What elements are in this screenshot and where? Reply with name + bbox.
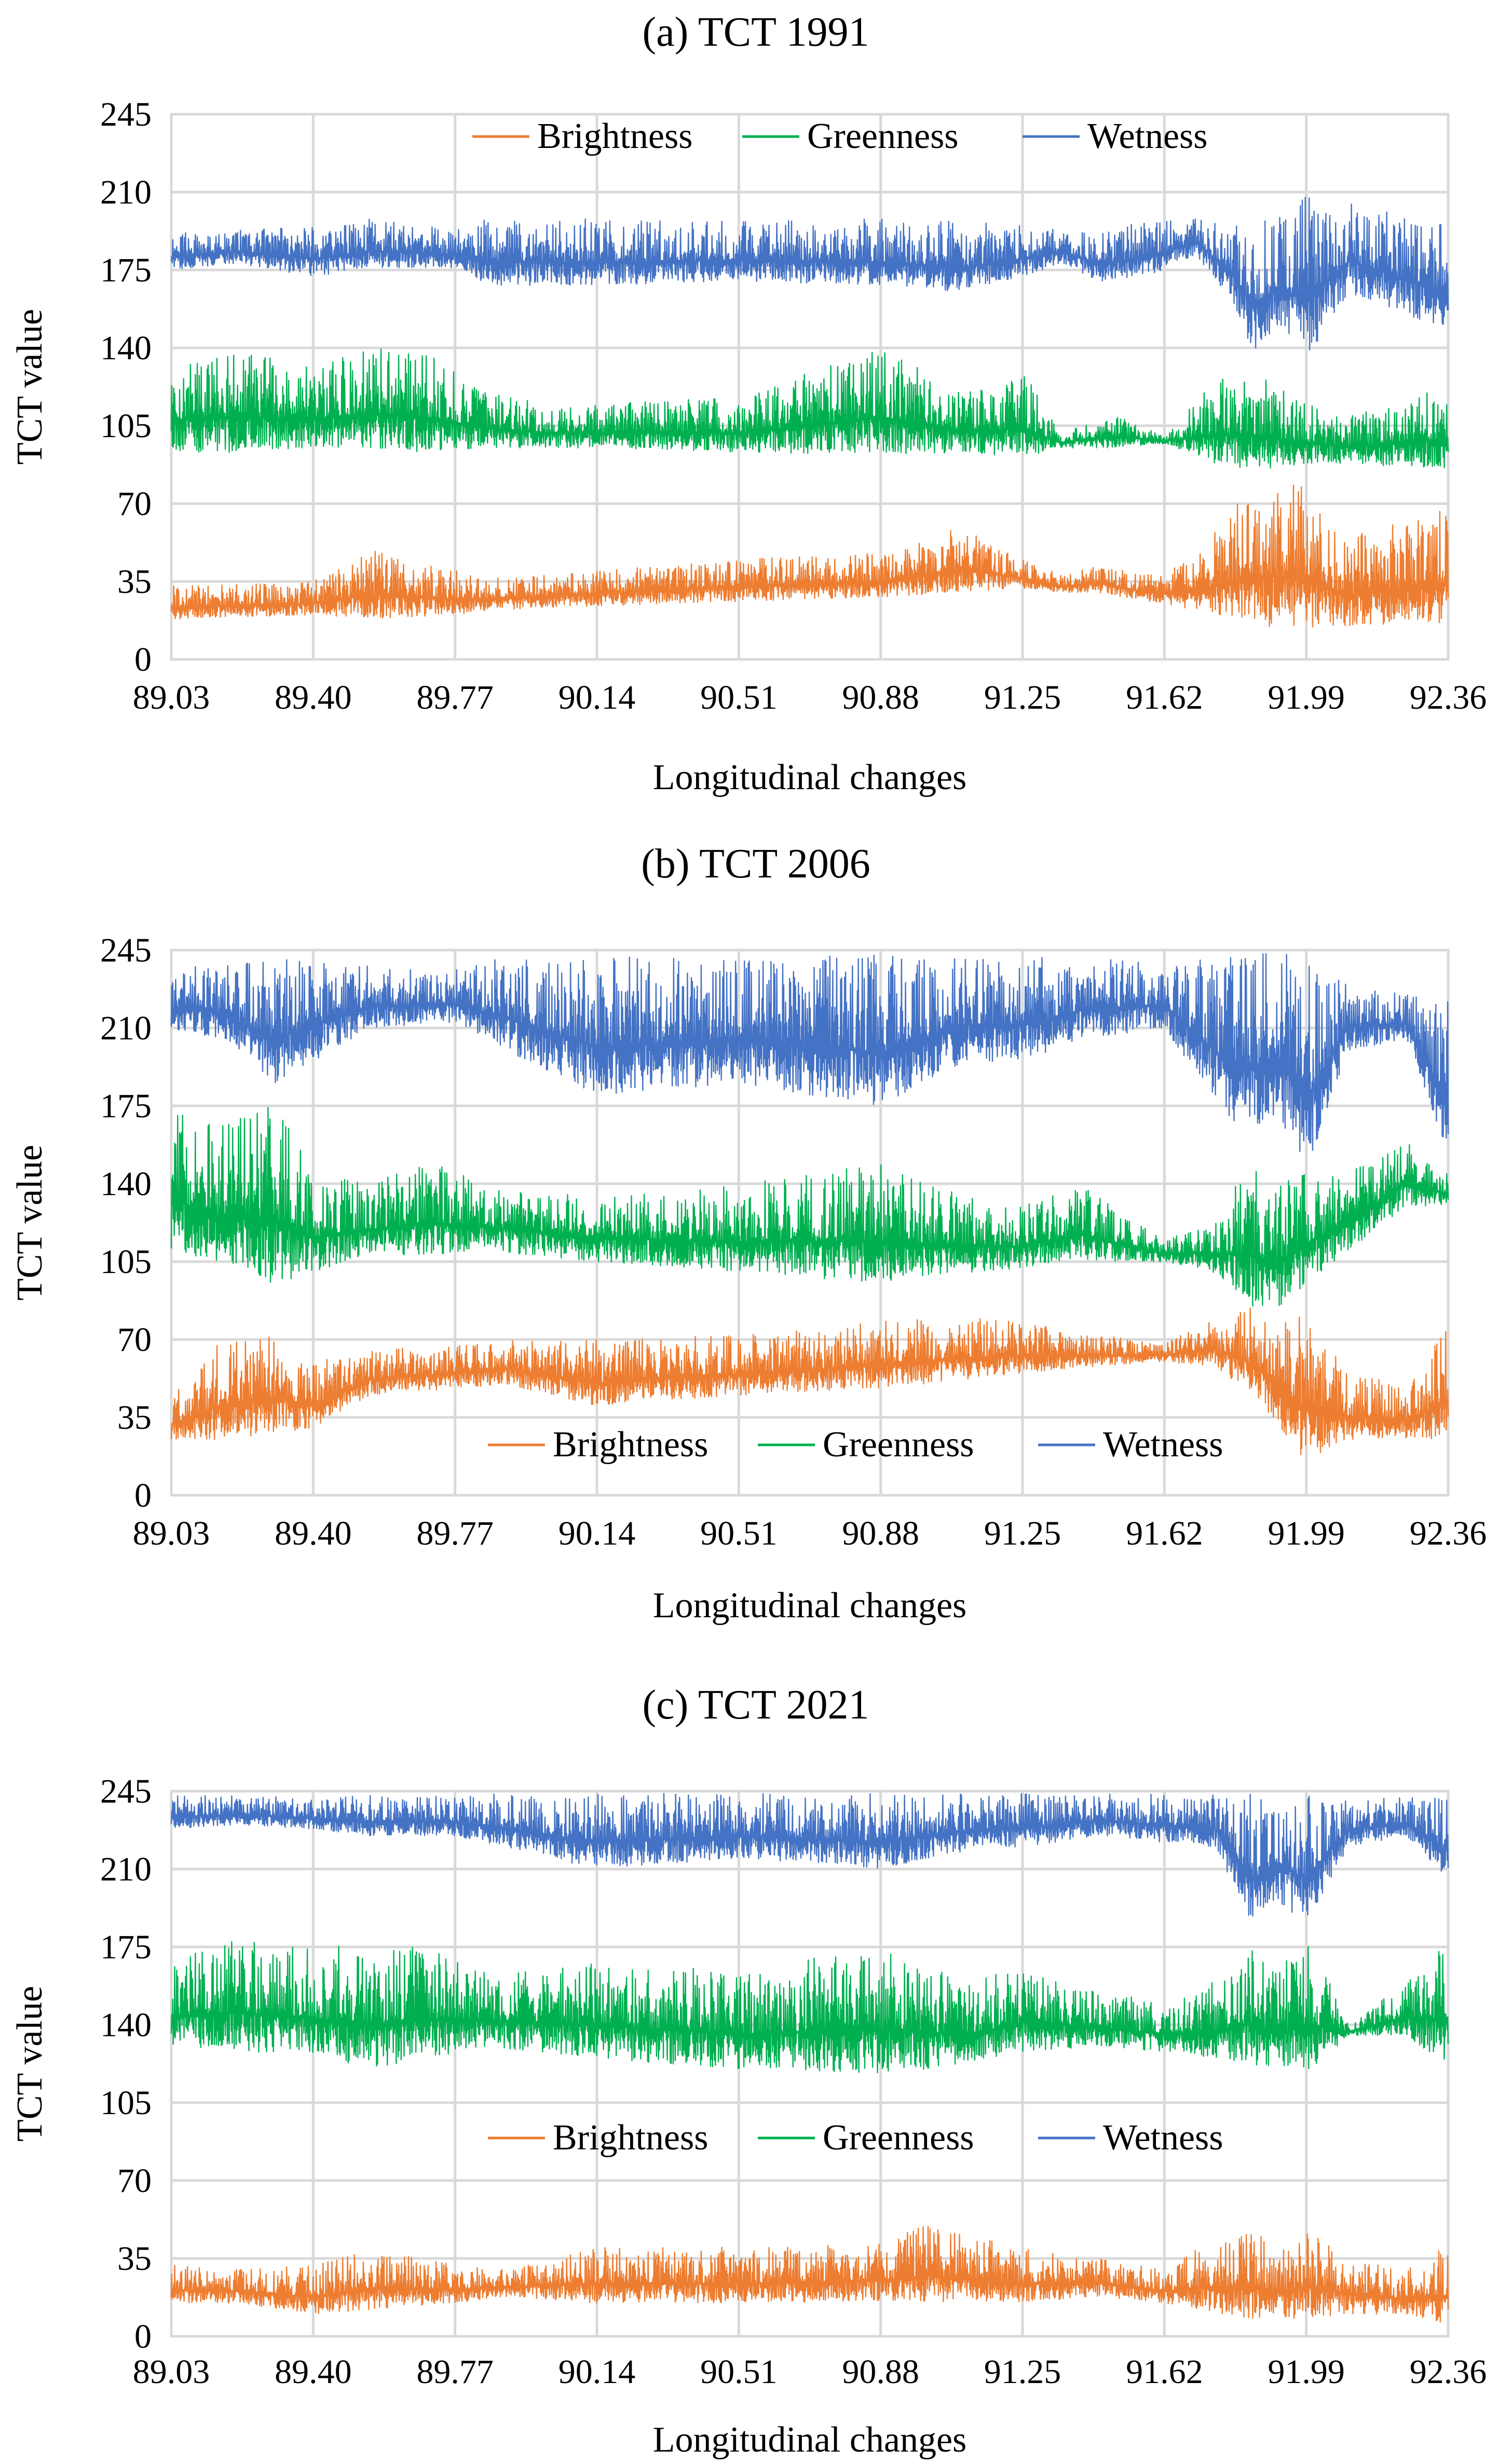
y-tick-label: 175 [100, 1928, 152, 1966]
legend-label-brightness: Brightness [537, 116, 692, 156]
y-tick-label: 175 [100, 1087, 152, 1125]
series-line-brightness [170, 1307, 1449, 1455]
y-tick-label: 70 [117, 2162, 152, 2200]
y-tick-label: 140 [100, 2006, 152, 2044]
x-tick-label: 90.88 [842, 1514, 919, 1552]
x-tick-label: 91.25 [984, 679, 1061, 716]
y-tick-label: 35 [117, 2240, 152, 2278]
x-tick-label: 89.40 [275, 679, 352, 716]
x-tick-label: 91.25 [984, 1514, 1061, 1552]
legend-label-wetness: Wetness [1103, 1425, 1223, 1465]
x-tick-label: 91.62 [1126, 1514, 1203, 1552]
legend: Brightness Greenness Wetness [488, 1425, 1223, 1465]
legend: Brightness Greenness Wetness [488, 2118, 1223, 2158]
legend-label-wetness: Wetness [1087, 116, 1208, 156]
y-tick-label: 210 [100, 173, 152, 211]
y-axis-label: TCT value [10, 309, 50, 465]
legend-label-wetness: Wetness [1103, 2118, 1223, 2158]
x-tick-label: 89.40 [275, 2353, 352, 2391]
y-tick-label: 70 [117, 485, 152, 523]
y-tick-label: 105 [100, 1243, 152, 1281]
x-tick-label: 89.77 [416, 1514, 494, 1552]
y-tick-label: 245 [100, 1772, 152, 1810]
y-tick-label: 35 [117, 1399, 152, 1437]
x-tick-label: 90.14 [559, 679, 636, 716]
y-tick-label: 0 [134, 2318, 152, 2356]
y-tick-label: 70 [117, 1321, 152, 1359]
chart-title: (a) TCT 1991 [643, 9, 869, 55]
x-tick-label: 92.36 [1410, 1514, 1487, 1552]
y-tick-label: 35 [117, 563, 152, 601]
chart-title: (b) TCT 2006 [641, 841, 870, 887]
series-line-greenness [170, 1941, 1449, 2074]
series-line-greenness [170, 1107, 1449, 1307]
y-tick-label: 210 [100, 1009, 152, 1047]
x-tick-label: 90.51 [700, 2353, 778, 2391]
legend-label-brightness: Brightness [553, 1425, 708, 1465]
chart-panel-2: (b) TCT 2006 0 35 70 105 140 175 210 245 89.03 89.… [10, 841, 1487, 1626]
y-tick-label: 105 [100, 407, 152, 445]
x-tick-label: 89.40 [275, 1514, 352, 1552]
chart-title: (c) TCT 2021 [643, 1682, 869, 1728]
y-tick-label: 0 [134, 641, 152, 679]
x-tick-label: 90.14 [559, 2353, 636, 2391]
series-line-wetness [170, 196, 1449, 351]
x-tick-label: 89.03 [133, 2353, 210, 2391]
y-tick-label: 105 [100, 2084, 152, 2122]
y-tick-label: 0 [134, 1477, 152, 1514]
legend-label-greenness: Greenness [823, 1425, 974, 1465]
chart-panel-3: (c) TCT 2021 0 35 70 105 140 175 210 245 89.03 89.… [10, 1682, 1487, 2460]
series-line-wetness [170, 953, 1449, 1152]
x-tick-label: 90.88 [842, 2353, 919, 2391]
legend-label-greenness: Greenness [807, 116, 959, 156]
x-axis-label: Longitudinal changes [653, 2420, 967, 2460]
y-tick-label: 140 [100, 329, 152, 367]
legend: Brightness Greenness Wetness [472, 116, 1208, 156]
y-tick-label: 175 [100, 251, 152, 289]
x-tick-label: 89.77 [416, 679, 494, 716]
legend-label-brightness: Brightness [553, 2118, 708, 2158]
y-tick-label: 245 [100, 931, 152, 969]
y-tick-label: 210 [100, 1850, 152, 1888]
x-axis-label: Longitudinal changes [653, 1586, 967, 1626]
x-tick-label: 92.36 [1410, 679, 1487, 716]
x-tick-label: 91.25 [984, 2353, 1061, 2391]
x-tick-label: 91.99 [1268, 1514, 1345, 1552]
x-tick-label: 90.51 [700, 1514, 778, 1552]
x-tick-label: 90.14 [559, 1514, 636, 1552]
plot-frame [170, 1790, 1450, 2338]
x-tick-label: 89.03 [133, 679, 210, 716]
series-line-brightness [170, 2225, 1449, 2323]
series-line-brightness [170, 484, 1449, 628]
x-axis-label: Longitudinal changes [653, 757, 967, 797]
x-tick-label: 90.88 [842, 679, 919, 716]
series-line-greenness [170, 348, 1449, 469]
x-tick-label: 90.51 [700, 679, 778, 716]
y-axis-label: TCT value [10, 1986, 50, 2142]
y-tick-label: 245 [100, 96, 152, 133]
series-line-wetness [170, 1793, 1449, 1917]
x-tick-label: 91.62 [1126, 679, 1203, 716]
x-tick-label: 91.62 [1126, 2353, 1203, 2391]
legend-label-greenness: Greenness [823, 2118, 974, 2158]
y-axis-label: TCT value [10, 1145, 50, 1301]
y-tick-label: 140 [100, 1165, 152, 1203]
x-tick-label: 89.03 [133, 1514, 210, 1552]
x-tick-label: 89.77 [416, 2353, 494, 2391]
x-tick-label: 91.99 [1268, 2353, 1345, 2391]
x-tick-label: 92.36 [1410, 2353, 1487, 2391]
chart-panel-1: (a) TCT 1991 0 35 70 105 140 175 210 245 89.03 89.… [10, 9, 1487, 797]
x-tick-label: 91.99 [1268, 679, 1345, 716]
